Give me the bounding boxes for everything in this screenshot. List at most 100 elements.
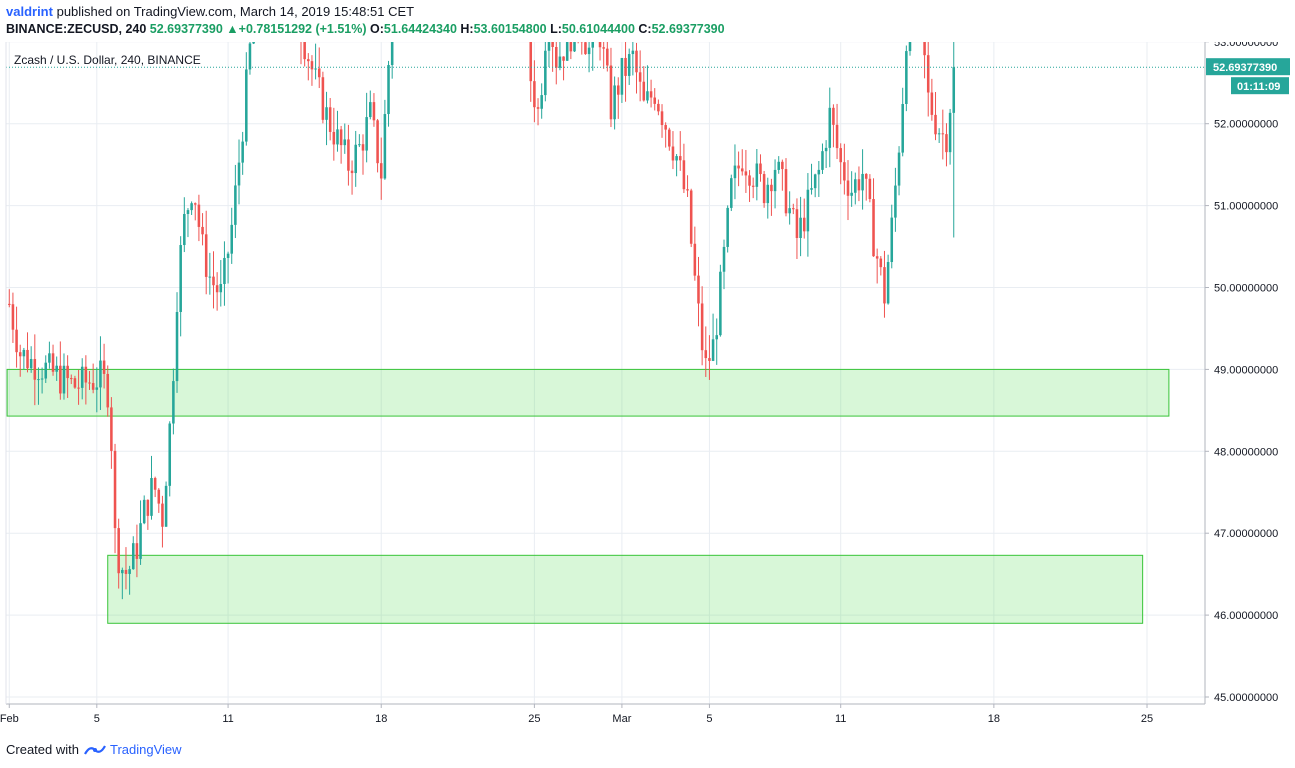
candle-body[interactable]: [835, 124, 839, 149]
candle-body[interactable]: [627, 54, 631, 76]
candle-body[interactable]: [77, 387, 80, 389]
candle-body[interactable]: [693, 243, 697, 276]
candle-body[interactable]: [128, 569, 131, 574]
candle-body[interactable]: [700, 303, 704, 351]
candle-body[interactable]: [234, 185, 237, 225]
candle-body[interactable]: [150, 478, 153, 516]
candle-body[interactable]: [44, 362, 48, 379]
candle-body[interactable]: [657, 103, 660, 112]
candle-body[interactable]: [540, 95, 543, 109]
candle-body[interactable]: [886, 262, 890, 304]
candle-body[interactable]: [806, 189, 810, 232]
candle-body[interactable]: [821, 151, 824, 170]
candle-body[interactable]: [616, 85, 620, 95]
candle-body[interactable]: [379, 163, 383, 179]
candle-body[interactable]: [164, 485, 168, 527]
candle-body[interactable]: [686, 189, 689, 191]
candle-body[interactable]: [668, 129, 671, 147]
candle-body[interactable]: [635, 50, 638, 73]
candle-body[interactable]: [762, 174, 766, 204]
candle-body[interactable]: [770, 184, 773, 192]
candle-body[interactable]: [697, 275, 700, 304]
candle-body[interactable]: [890, 217, 894, 263]
candle-body[interactable]: [168, 423, 172, 486]
candle-body[interactable]: [303, 42, 306, 60]
candle-body[interactable]: [317, 68, 321, 78]
candle-body[interactable]: [930, 92, 934, 115]
candle-body[interactable]: [40, 378, 44, 380]
candle-body[interactable]: [252, 42, 255, 44]
candle-body[interactable]: [926, 55, 930, 93]
candle-body[interactable]: [664, 125, 667, 130]
candle-body[interactable]: [569, 42, 573, 52]
candle-body[interactable]: [390, 42, 394, 66]
candle-body[interactable]: [832, 107, 835, 125]
candle-body[interactable]: [190, 203, 193, 211]
candle-body[interactable]: [799, 217, 802, 238]
candle-body[interactable]: [146, 499, 150, 516]
candle-body[interactable]: [923, 42, 926, 56]
candle-body[interactable]: [937, 133, 941, 135]
candle-body[interactable]: [172, 381, 175, 424]
candle-body[interactable]: [387, 65, 390, 115]
candle-body[interactable]: [102, 360, 106, 374]
candle-body[interactable]: [846, 180, 850, 196]
candle-body[interactable]: [11, 304, 15, 330]
candle-body[interactable]: [766, 184, 770, 204]
candle-body[interactable]: [751, 185, 755, 187]
candle-body[interactable]: [8, 303, 11, 305]
candle-body[interactable]: [66, 365, 69, 379]
candle-body[interactable]: [824, 147, 828, 152]
candle-body[interactable]: [84, 366, 88, 383]
candle-body[interactable]: [328, 107, 332, 132]
candle-body[interactable]: [861, 173, 864, 191]
candle-body[interactable]: [613, 85, 616, 120]
candle-body[interactable]: [55, 365, 58, 372]
price-chart[interactable]: 45.00000000 46.00000000 47.00000000 48.0000…: [0, 42, 1295, 732]
candle-body[interactable]: [682, 160, 686, 190]
candle-body[interactable]: [868, 178, 872, 200]
candle-body[interactable]: [901, 104, 904, 153]
candle-body[interactable]: [802, 217, 806, 232]
candle-body[interactable]: [142, 499, 146, 524]
candle-body[interactable]: [547, 42, 551, 51]
candle-body[interactable]: [15, 329, 18, 353]
candle-body[interactable]: [740, 168, 744, 172]
candle-body[interactable]: [551, 42, 554, 47]
candle-body[interactable]: [544, 50, 547, 96]
candle-body[interactable]: [95, 387, 99, 390]
candle-body[interactable]: [179, 245, 182, 312]
candle-body[interactable]: [689, 190, 693, 244]
candle-body[interactable]: [361, 144, 365, 151]
candle-body[interactable]: [183, 213, 186, 246]
candle-body[interactable]: [336, 129, 339, 145]
candle-body[interactable]: [139, 523, 142, 559]
candle-body[interactable]: [905, 51, 908, 105]
candle-body[interactable]: [748, 175, 751, 186]
candle-body[interactable]: [91, 383, 95, 390]
candle-body[interactable]: [813, 174, 817, 189]
candle-body[interactable]: [365, 117, 368, 151]
candle-body[interactable]: [529, 42, 533, 82]
candle-body[interactable]: [620, 57, 624, 95]
candle-body[interactable]: [212, 276, 215, 286]
candle-body[interactable]: [730, 178, 733, 208]
candle-body[interactable]: [325, 107, 328, 120]
candle-body[interactable]: [631, 50, 635, 55]
candle-body[interactable]: [161, 503, 164, 527]
candle-body[interactable]: [343, 139, 347, 146]
candle-body[interactable]: [310, 61, 314, 70]
candle-body[interactable]: [948, 112, 952, 153]
candle-body[interactable]: [131, 543, 135, 570]
candle-body[interactable]: [558, 56, 562, 68]
candle-body[interactable]: [230, 224, 234, 254]
candle-body[interactable]: [248, 43, 252, 70]
candle-body[interactable]: [660, 111, 664, 126]
candle-body[interactable]: [350, 170, 354, 174]
candle-body[interactable]: [646, 91, 649, 101]
candle-body[interactable]: [908, 42, 912, 52]
candle-body[interactable]: [875, 256, 879, 259]
candle-body[interactable]: [193, 203, 197, 205]
candle-body[interactable]: [383, 114, 387, 179]
candle-body[interactable]: [755, 163, 759, 187]
